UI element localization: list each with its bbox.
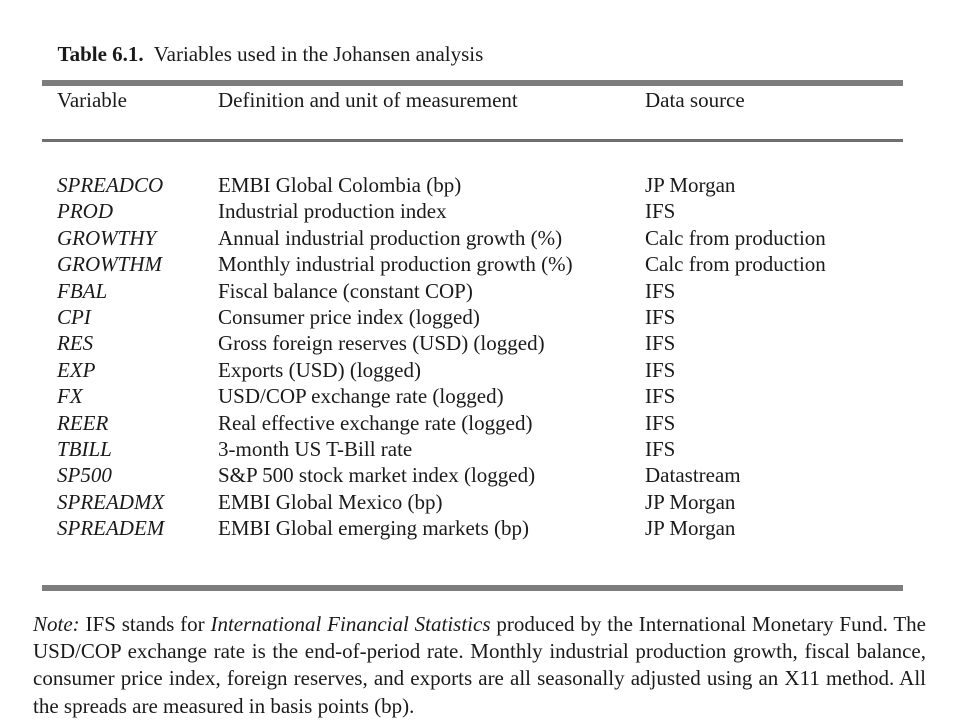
definition-cell: Monthly industrial production growth (%) (218, 252, 573, 277)
note-line-3: consumer price index, foreign reserves, … (33, 666, 926, 691)
table-row: SPREADCO EMBI Global Colombia (bp) JP Mo… (42, 172, 903, 198)
table-row: EXP Exports (USD) (logged) IFS (42, 357, 903, 383)
definition-cell: Industrial production index (218, 199, 447, 224)
variable-cell: FBAL (57, 278, 108, 303)
definition-cell: EMBI Global emerging markets (bp) (218, 516, 530, 541)
table-caption-number: Table 6.1. (57, 42, 144, 66)
table-row: GROWTHY Annual industrial production gro… (42, 225, 903, 251)
definition-cell: Gross foreign reserves (USD) (logged) (218, 331, 545, 356)
variable-cell: SP500 (57, 463, 112, 488)
source-cell: Calc from production (645, 225, 826, 250)
variable-cell: SPREADMX (57, 489, 165, 514)
table-note: Note: IFS stands for International Finan… (33, 611, 926, 720)
definition-cell: USD/COP exchange rate (logged) (218, 384, 504, 409)
source-cell: IFS (645, 278, 676, 303)
definition-cell: Exports (USD) (logged) (218, 357, 421, 382)
variable-cell: FX (57, 384, 83, 409)
table-row: FBAL Fiscal balance (constant COP) IFS (42, 278, 903, 304)
variable-cell: PROD (57, 199, 113, 224)
source-cell: IFS (645, 384, 676, 409)
note-label: Note: (33, 612, 80, 636)
variable-cell: RES (57, 331, 94, 356)
note-ifs-title: International Financial Statistics (210, 612, 491, 636)
note-line-1: Note: IFS stands for International Finan… (33, 612, 926, 636)
table-caption: Table 6.1. Variables used in the Johanse… (47, 15, 484, 67)
table-row: REER Real effective exchange rate (logge… (42, 410, 903, 436)
definition-cell: EMBI Global Mexico (bp) (218, 489, 443, 514)
table-bottom-rule (42, 585, 903, 591)
source-cell: JP Morgan (645, 489, 736, 514)
note-line-2: USD/COP exchange rate is the end-of-peri… (33, 639, 926, 664)
source-cell: IFS (645, 331, 676, 356)
table-row: CPI Consumer price index (logged) IFS (42, 304, 903, 330)
table-caption-text: Variables used in the Johansen analysis (143, 42, 484, 66)
definition-cell: EMBI Global Colombia (bp) (218, 173, 462, 197)
header-definition: Definition and unit of measurement (218, 88, 518, 112)
definition-cell: Annual industrial production growth (%) (218, 225, 563, 250)
definition-cell: Fiscal balance (constant COP) (218, 278, 473, 303)
table-row: GROWTHM Monthly industrial production gr… (42, 251, 903, 277)
source-cell: IFS (645, 357, 676, 382)
table-row: SPREADEM EMBI Global emerging markets (b… (42, 515, 903, 541)
table-row: RES Gross foreign reserves (USD) (logged… (42, 330, 903, 356)
variable-cell: SPREADCO (57, 173, 164, 197)
definition-cell: 3-month US T-Bill rate (218, 437, 413, 462)
source-cell: Calc from production (645, 252, 826, 277)
table-row: TBILL 3-month US T-Bill rate IFS (42, 436, 903, 462)
source-cell: Datastream (645, 463, 741, 488)
table-header-rule (42, 139, 903, 142)
table-header-row: Variable Definition and unit of measurem… (42, 87, 903, 113)
variable-cell: REER (57, 410, 109, 435)
header-variable: Variable (57, 88, 127, 112)
variable-cell: SPREADEM (57, 516, 165, 541)
header-source: Data source (645, 88, 745, 112)
source-cell: IFS (645, 199, 676, 224)
note-line-4: the spreads are measured in basis points… (33, 693, 415, 718)
source-cell: JP Morgan (645, 516, 736, 541)
variable-cell: TBILL (57, 437, 112, 462)
variable-cell: CPI (57, 305, 91, 330)
variable-cell: GROWTHM (57, 252, 162, 277)
table-body: SPREADCO EMBI Global Colombia (bp) JP Mo… (42, 172, 903, 542)
table-top-rule (42, 80, 903, 86)
variable-cell: EXP (57, 357, 96, 382)
definition-cell: Consumer price index (logged) (218, 305, 480, 330)
definition-cell: S&P 500 stock market index (logged) (218, 463, 536, 488)
source-cell: JP Morgan (645, 173, 736, 197)
source-cell: IFS (645, 437, 676, 462)
table-row: SPREADMX EMBI Global Mexico (bp) JP Morg… (42, 489, 903, 515)
table-row: FX USD/COP exchange rate (logged) IFS (42, 383, 903, 409)
table-row: PROD Industrial production index IFS (42, 198, 903, 224)
definition-cell: Real effective exchange rate (logged) (218, 410, 533, 435)
source-cell: IFS (645, 410, 676, 435)
variable-cell: GROWTHY (57, 225, 157, 250)
table-row: SP500 S&P 500 stock market index (logged… (42, 462, 903, 488)
source-cell: IFS (645, 305, 676, 330)
